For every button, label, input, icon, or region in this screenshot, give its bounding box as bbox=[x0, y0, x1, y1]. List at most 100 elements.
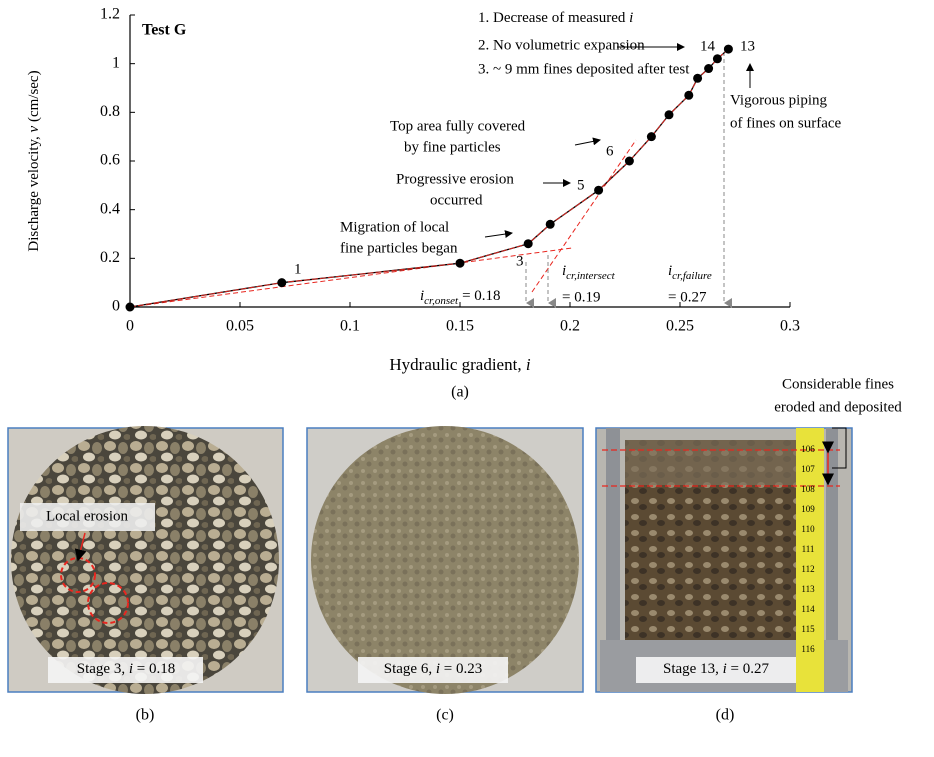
sample-surface bbox=[311, 426, 579, 694]
note: 1. Decrease of measured i bbox=[478, 10, 633, 26]
ruler-number: 112 bbox=[801, 564, 814, 574]
fit-line bbox=[130, 248, 572, 307]
threshold-value: = 0.27 bbox=[668, 289, 707, 305]
y-tick-label: 0.2 bbox=[100, 249, 120, 266]
figure: Test G Discharge velocity, v (cm/sec) Hy… bbox=[0, 0, 934, 757]
caption-part: = 0.27 bbox=[727, 661, 770, 677]
annotation: Top area fully covered bbox=[390, 118, 526, 134]
x-tick-label: 0.15 bbox=[446, 318, 474, 335]
data-point bbox=[693, 74, 702, 83]
photo-caption: Stage 3, i = 0.18 bbox=[77, 661, 175, 677]
ruler-number: 114 bbox=[801, 604, 815, 614]
x-tick-label: 0.05 bbox=[226, 318, 254, 335]
ruler-number: 111 bbox=[802, 544, 815, 554]
subscript: cr,intersect bbox=[566, 270, 616, 282]
annotation: occurred bbox=[430, 192, 483, 208]
photo-caption: Stage 6, i = 0.23 bbox=[384, 661, 482, 677]
data-point bbox=[724, 45, 733, 54]
ruler-number: 113 bbox=[801, 584, 815, 594]
y-tick-label: 0.6 bbox=[100, 152, 120, 169]
y-tick-label: 0.8 bbox=[100, 103, 120, 120]
annotation: fine particles began bbox=[340, 240, 458, 256]
point-label: 13 bbox=[740, 38, 755, 54]
photo-caption: Stage 13, i = 0.27 bbox=[663, 661, 769, 677]
caption-part: Stage 6, bbox=[384, 661, 436, 677]
caption: (a) bbox=[451, 384, 469, 401]
threshold-label: icr,intersect bbox=[562, 263, 616, 281]
threshold-value: = 0.19 bbox=[562, 289, 600, 305]
data-point bbox=[704, 64, 713, 73]
x-tick-label: 0.3 bbox=[780, 318, 800, 335]
data-point bbox=[524, 239, 533, 248]
x-label-part: i bbox=[526, 355, 531, 374]
chart-title: Test G bbox=[142, 22, 187, 39]
photo-panel: Stage 6, i = 0.23 (c) bbox=[307, 426, 583, 724]
y-label-part: (cm/sec) bbox=[26, 70, 42, 125]
x-tick-label: 0 bbox=[126, 318, 134, 335]
y-tick-label: 1.2 bbox=[100, 6, 120, 23]
point-label: 14 bbox=[700, 38, 716, 54]
caption-part: Stage 13, bbox=[663, 661, 723, 677]
y-tick-label: 1 bbox=[112, 54, 120, 71]
note-part: 1. Decrease of measured bbox=[478, 10, 629, 26]
point-label: 5 bbox=[577, 177, 585, 193]
panel-label: (b) bbox=[136, 707, 155, 724]
caption-part: Stage 3, bbox=[77, 661, 129, 677]
point-label: 3 bbox=[516, 253, 524, 269]
note: 3. ~ 9 mm fines deposited after test bbox=[478, 61, 690, 77]
ruler-number: 106 bbox=[801, 444, 815, 454]
data-point bbox=[277, 278, 286, 287]
photo-note: eroded and deposited bbox=[774, 399, 902, 415]
data-point bbox=[126, 303, 135, 312]
y-label-part: Discharge velocity, bbox=[26, 132, 42, 251]
annotation: Migration of local bbox=[340, 219, 449, 235]
arrow bbox=[485, 233, 512, 237]
data-point bbox=[684, 91, 693, 100]
ruler-number: 108 bbox=[801, 484, 815, 494]
ruler-number: 115 bbox=[801, 624, 815, 634]
annotation: Progressive erosion bbox=[396, 171, 514, 187]
caption-part: = 0.18 bbox=[133, 661, 175, 677]
data-point bbox=[665, 110, 674, 119]
subscript: cr,failure bbox=[672, 270, 712, 282]
annotation: of fines on surface bbox=[730, 115, 842, 131]
x-tick-label: 0.25 bbox=[666, 318, 694, 335]
subscript: cr,onset bbox=[424, 295, 459, 307]
photo-panel: Local erosion Stage 3, i = 0.18 (b) bbox=[8, 426, 283, 724]
data-point bbox=[625, 157, 634, 166]
ruler-number: 116 bbox=[801, 644, 815, 654]
chart: Test G Discharge velocity, v (cm/sec) Hy… bbox=[26, 6, 841, 401]
data-point bbox=[456, 259, 465, 268]
panel-label: (c) bbox=[436, 707, 454, 724]
data-point bbox=[594, 186, 603, 195]
annotation: by fine particles bbox=[404, 139, 501, 155]
photo-note: Considerable fines bbox=[782, 376, 894, 392]
ruler-number: 110 bbox=[801, 524, 815, 534]
y-tick-label: 0.4 bbox=[100, 200, 120, 217]
point-label: 1 bbox=[294, 261, 302, 277]
y-tick-label: 0 bbox=[112, 298, 120, 315]
photo-panel: Considerable fines eroded and deposited … bbox=[596, 376, 902, 723]
note-part: i bbox=[629, 10, 633, 26]
threshold-label: icr,failure bbox=[668, 263, 712, 281]
threshold-value: = 0.18 bbox=[462, 288, 500, 304]
rod bbox=[606, 428, 620, 668]
sample-surface bbox=[11, 426, 279, 694]
panel-label: (d) bbox=[716, 707, 735, 724]
caption-part: = 0.23 bbox=[440, 661, 482, 677]
ruler-number: 109 bbox=[801, 504, 815, 514]
x-axis-label: Hydraulic gradient, i bbox=[389, 355, 530, 374]
annotation: Vigorous piping bbox=[730, 92, 828, 108]
data-point bbox=[546, 220, 555, 229]
x-tick-label: 0.2 bbox=[560, 318, 580, 335]
fines-layer bbox=[625, 440, 800, 485]
data-point bbox=[647, 132, 656, 141]
y-axis-label: Discharge velocity, v (cm/sec) bbox=[26, 70, 42, 251]
note: 2. No volumetric expansion bbox=[478, 37, 645, 53]
arrow bbox=[575, 140, 600, 145]
x-label-part: Hydraulic gradient, bbox=[389, 355, 525, 374]
point-label: 6 bbox=[606, 143, 614, 159]
x-tick-label: 0.1 bbox=[340, 318, 360, 335]
data-point bbox=[713, 54, 722, 63]
ruler-number: 107 bbox=[801, 464, 815, 474]
